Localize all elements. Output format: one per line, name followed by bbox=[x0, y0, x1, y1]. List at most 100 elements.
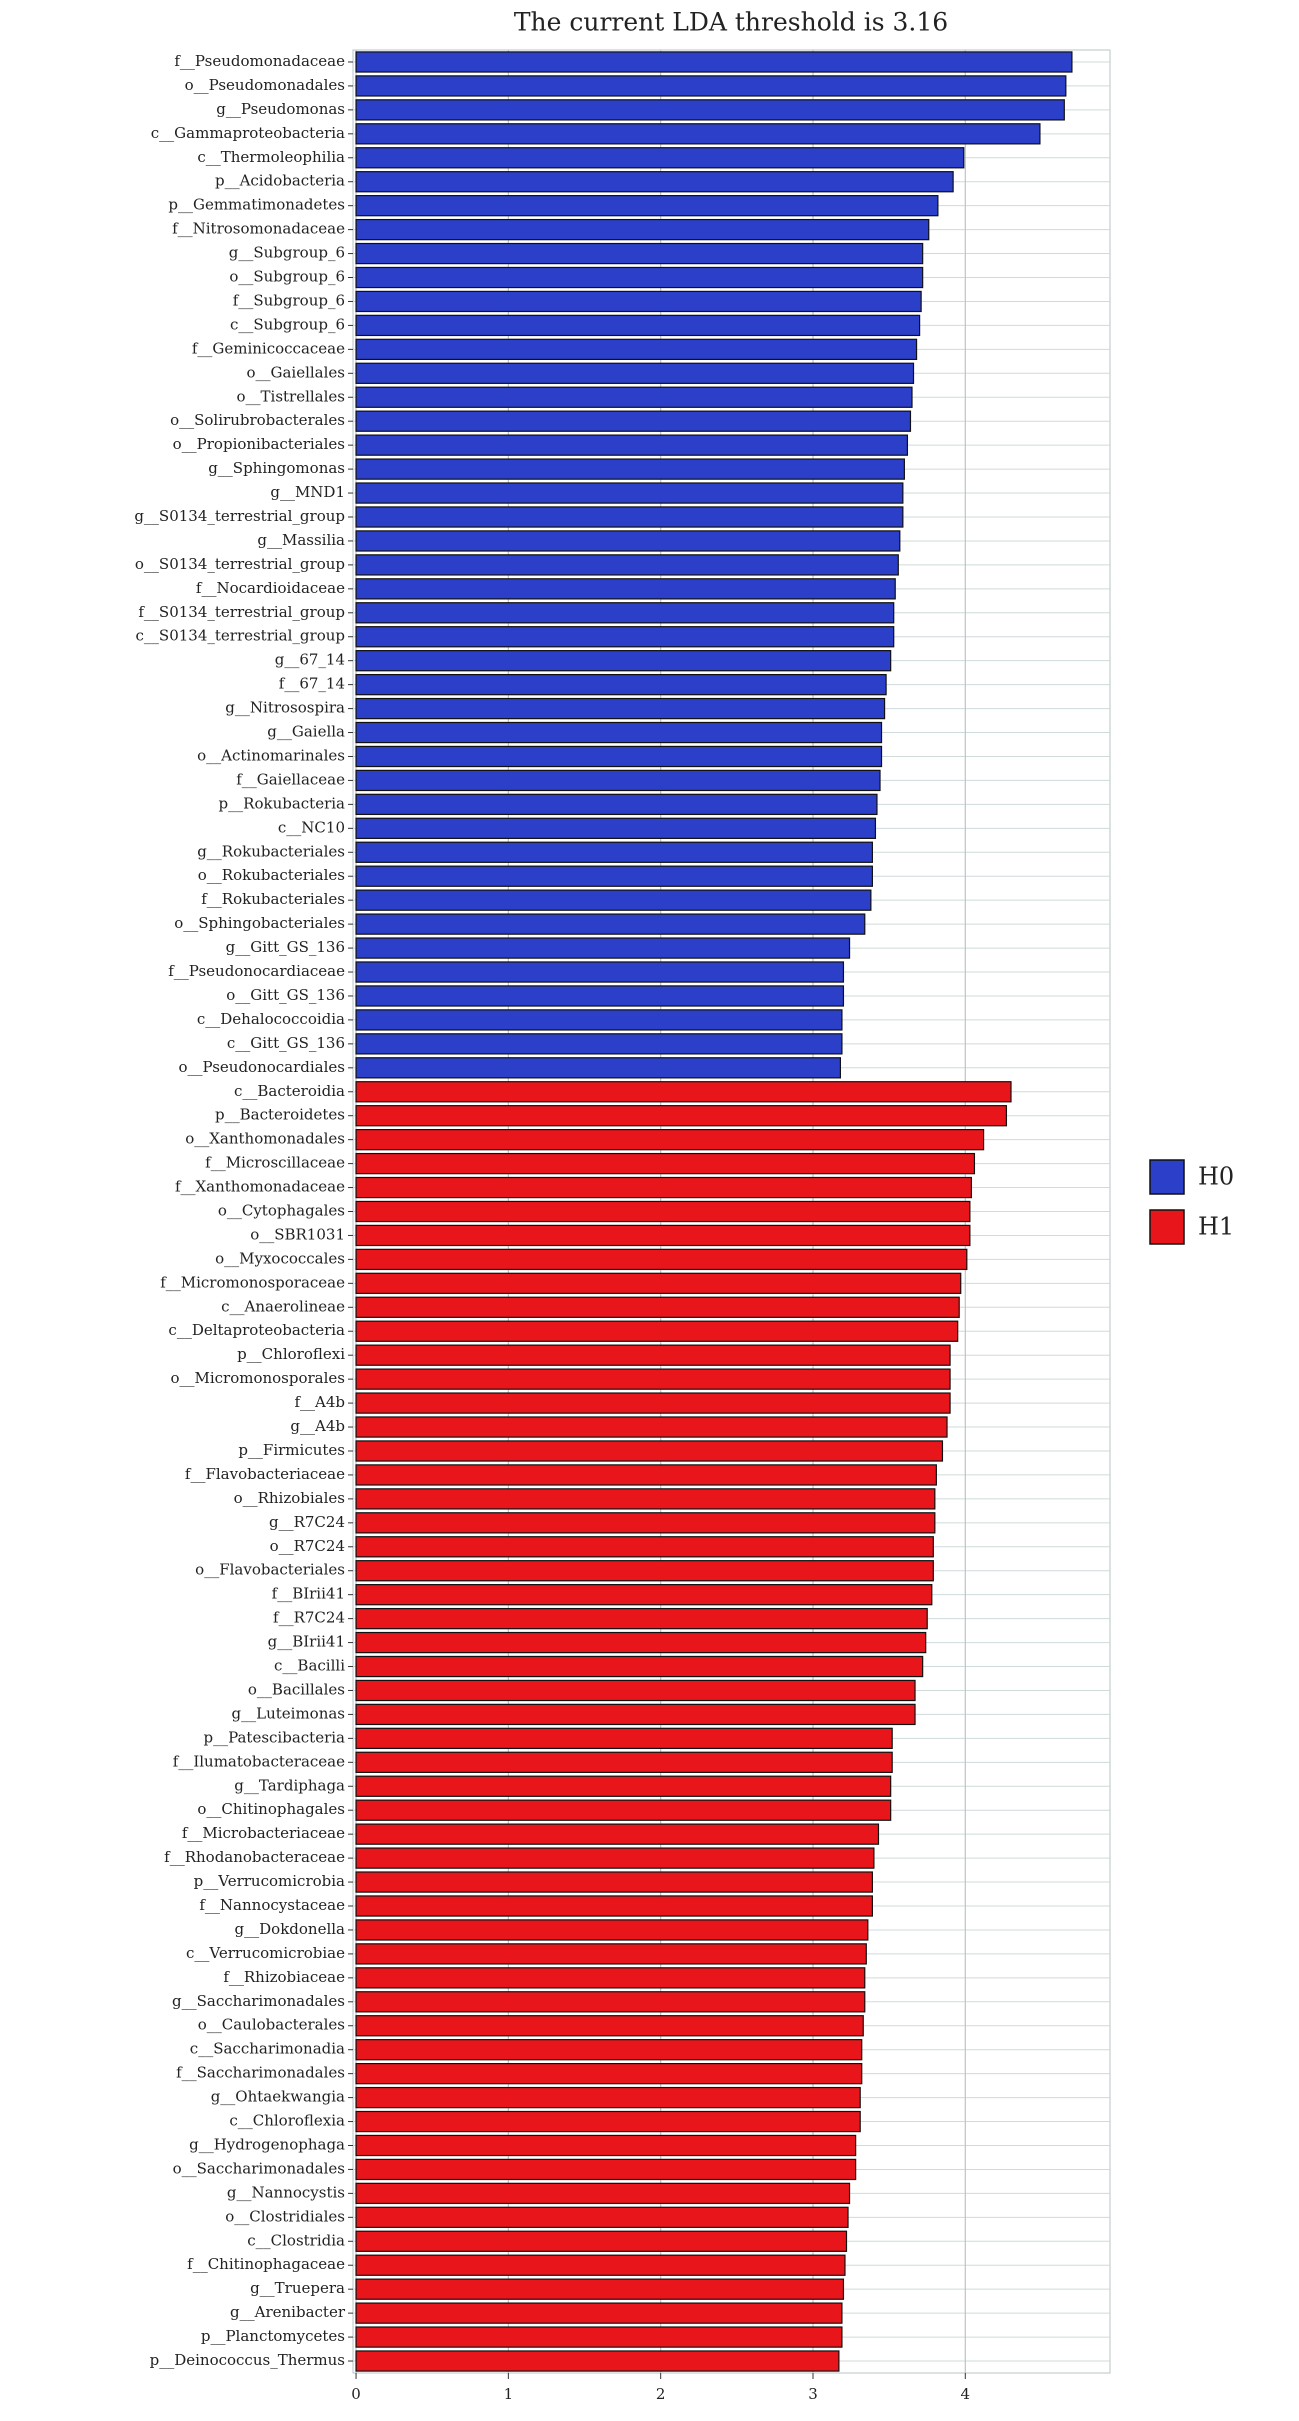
y-tick-label: f__Chitinophagaceae bbox=[187, 2255, 345, 2273]
bar bbox=[355, 745, 883, 768]
y-tick-label: g__Luteimonas bbox=[232, 1704, 345, 1722]
y-tick-label: c__Dehalococcoidia bbox=[197, 1010, 345, 1028]
y-tick-label: o__Propionibacteriales bbox=[173, 435, 345, 453]
bar bbox=[355, 769, 881, 792]
y-tick-label: o__Gaiellales bbox=[246, 363, 345, 381]
y-tick-label: c__Anaerolineae bbox=[221, 1297, 345, 1315]
legend-label: H1 bbox=[1198, 1213, 1234, 1241]
y-tick-label: g__Gaiella bbox=[267, 723, 345, 741]
bar bbox=[355, 554, 899, 576]
y-tick-label: g__Arenibacter bbox=[230, 2303, 346, 2321]
y-tick-label: f__R7C24 bbox=[273, 1609, 345, 1627]
bar bbox=[355, 362, 915, 384]
y-tick-label: g__Tardiphaga bbox=[234, 1776, 345, 1794]
y-tick-label: p__Gemmatimonadetes bbox=[168, 196, 345, 214]
bar bbox=[355, 2278, 845, 2300]
bar bbox=[355, 2254, 846, 2276]
x-tick-label: 1 bbox=[504, 2385, 514, 2403]
bar bbox=[355, 2039, 863, 2061]
bar bbox=[355, 578, 896, 600]
y-tick-label: p__Patescibacteria bbox=[203, 1728, 345, 1746]
y-tick-label: o__Gitt_GS_136 bbox=[226, 986, 345, 1004]
y-tick-label: p__Planctomycetes bbox=[201, 2327, 345, 2345]
y-tick-label: o__SBR1031 bbox=[250, 1225, 345, 1243]
y-tick-label: f__Xanthomonadaceae bbox=[175, 1178, 345, 1196]
bar bbox=[355, 1392, 951, 1414]
y-tick-label: o__Clostridiales bbox=[225, 2207, 345, 2225]
bar bbox=[355, 1488, 936, 1510]
y-tick-label: f__Pseudonocardiaceae bbox=[168, 962, 345, 980]
y-tick-label: c__Subgroup_6 bbox=[230, 315, 345, 333]
bar bbox=[355, 1679, 916, 1702]
y-tick-label: g__Gitt_GS_136 bbox=[226, 938, 345, 956]
bar bbox=[355, 2134, 857, 2157]
bar bbox=[355, 1871, 873, 1893]
bar bbox=[355, 290, 922, 313]
bar bbox=[355, 123, 1041, 145]
y-tick-label: c__Bacteroidia bbox=[234, 1082, 345, 1100]
bar bbox=[355, 242, 924, 265]
bar bbox=[355, 458, 905, 480]
bar bbox=[355, 1751, 893, 1773]
y-tick-label: f__BIrii41 bbox=[272, 1585, 345, 1603]
legend-swatch bbox=[1149, 1209, 1185, 1245]
y-tick-label: g__Nitrosospira bbox=[225, 699, 345, 717]
bar bbox=[355, 1536, 934, 1558]
bar bbox=[355, 1847, 875, 1869]
bar bbox=[355, 530, 901, 552]
bar bbox=[355, 913, 866, 935]
bar bbox=[355, 1176, 972, 1199]
bar bbox=[355, 338, 918, 361]
bar bbox=[355, 889, 872, 911]
y-tick-label: c__Thermoleophilia bbox=[197, 148, 345, 166]
y-tick-label: o__Solirubrobacterales bbox=[170, 411, 345, 429]
bar bbox=[355, 961, 845, 983]
y-tick-label: g__Truepera bbox=[250, 2279, 345, 2297]
y-tick-label: f__Rhizobiaceae bbox=[223, 1968, 345, 1986]
x-tick-label: 2 bbox=[656, 2385, 666, 2403]
bar bbox=[355, 1033, 843, 1055]
y-tick-label: g__Rokubacteriales bbox=[197, 842, 345, 860]
y-tick-label: g__Nannocystis bbox=[227, 2183, 345, 2201]
y-tick-label: f__Subgroup_6 bbox=[233, 291, 345, 309]
y-tick-label: f__Ilumatobacteraceae bbox=[173, 1752, 345, 1770]
y-tick-label: c__Deltaproteobacteria bbox=[168, 1321, 345, 1339]
y-tick-label: o__Saccharimonadales bbox=[173, 2159, 345, 2177]
y-tick-label: o__Chitinophagales bbox=[197, 1800, 345, 1818]
bar bbox=[355, 1943, 867, 1965]
bar bbox=[355, 171, 954, 193]
bar bbox=[355, 2350, 840, 2372]
bar bbox=[355, 1895, 873, 1917]
y-tick-label: o__Myxococcales bbox=[215, 1249, 345, 1267]
bar bbox=[355, 1775, 892, 1797]
y-tick-label: f__Saccharimonadales bbox=[176, 2064, 345, 2082]
y-tick-label: o__Actinomarinales bbox=[197, 746, 345, 764]
y-tick-label: g__R7C24 bbox=[269, 1513, 345, 1531]
bar bbox=[355, 1560, 934, 1582]
y-tick-label: o__Xanthomonadales bbox=[185, 1130, 345, 1148]
bar bbox=[355, 2326, 843, 2348]
y-tick-label: g__Sphingomonas bbox=[208, 459, 345, 477]
bar bbox=[355, 147, 965, 169]
y-tick-label: p__Firmicutes bbox=[238, 1441, 345, 1459]
bar bbox=[355, 985, 845, 1007]
y-tick-label: f__Micromonosporaceae bbox=[160, 1273, 345, 1291]
y-tick-label: o__Caulobacterales bbox=[198, 2016, 345, 2034]
bar bbox=[355, 2230, 848, 2252]
bar bbox=[355, 410, 912, 432]
bar bbox=[355, 266, 924, 289]
y-tick-label: g__Subgroup_6 bbox=[229, 244, 345, 262]
bar bbox=[355, 865, 873, 887]
y-tick-label: f__67_14 bbox=[279, 675, 345, 693]
y-tick-label: o__Rokubacteriales bbox=[198, 866, 345, 884]
y-tick-label: p__Bacteroidetes bbox=[215, 1106, 345, 1124]
bar bbox=[355, 602, 895, 624]
y-tick-label: o__Rhizobiales bbox=[234, 1489, 345, 1507]
bar bbox=[355, 1128, 985, 1151]
bar bbox=[355, 1607, 928, 1630]
y-tick-label: f__Microscillaceae bbox=[205, 1154, 345, 1172]
y-tick-label: c__Gitt_GS_136 bbox=[227, 1034, 345, 1052]
bar bbox=[355, 841, 873, 863]
